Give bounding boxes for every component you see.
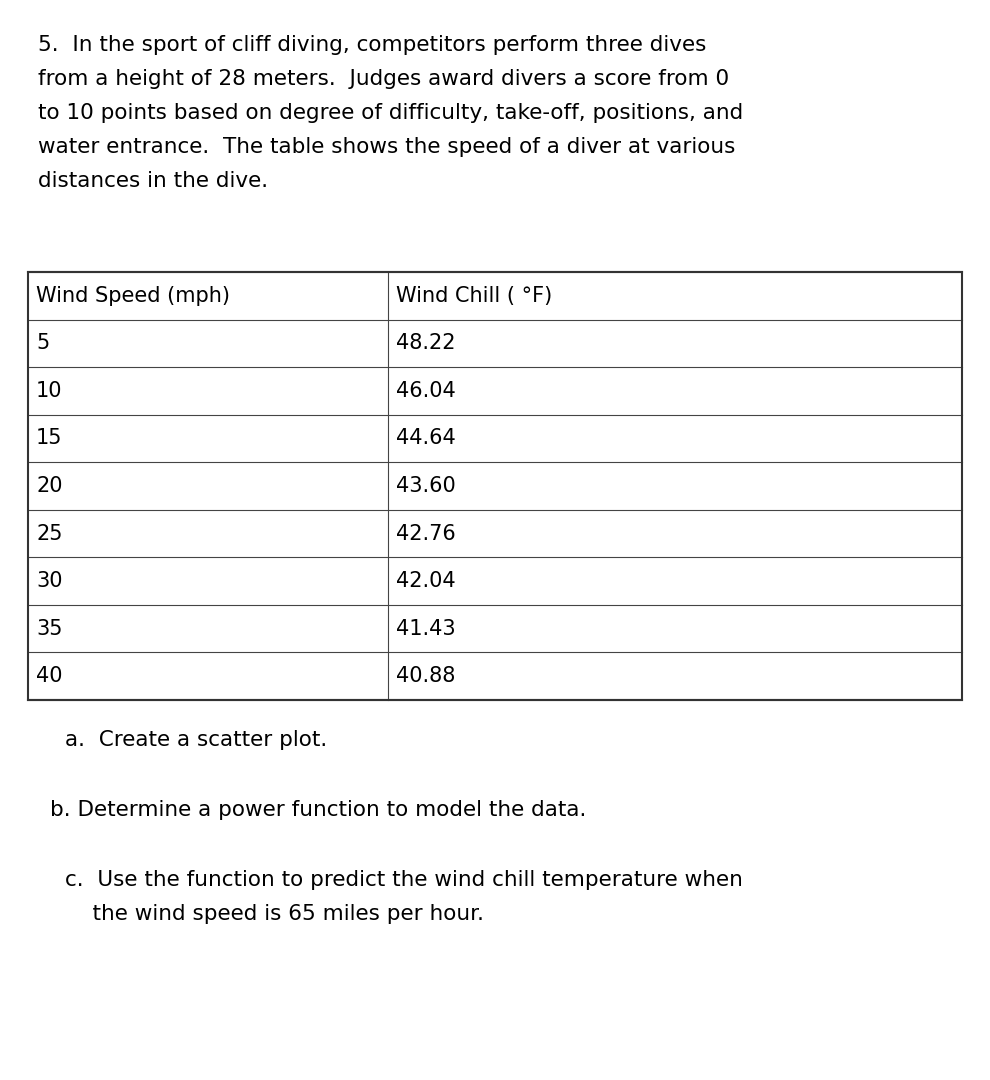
Text: water entrance.  The table shows the speed of a diver at various: water entrance. The table shows the spee… — [38, 137, 736, 157]
Text: 5.  In the sport of cliff diving, competitors perform three dives: 5. In the sport of cliff diving, competi… — [38, 35, 707, 55]
Text: 25: 25 — [36, 524, 62, 543]
Text: 30: 30 — [36, 571, 62, 591]
Text: 40.88: 40.88 — [396, 666, 455, 686]
Text: c.  Use the function to predict the wind chill temperature when: c. Use the function to predict the wind … — [65, 870, 742, 890]
Text: 44.64: 44.64 — [396, 429, 455, 448]
Text: b. Determine a power function to model the data.: b. Determine a power function to model t… — [50, 800, 586, 820]
Text: 20: 20 — [36, 476, 62, 496]
Text: 42.76: 42.76 — [396, 524, 455, 543]
Text: from a height of 28 meters.  Judges award divers a score from 0: from a height of 28 meters. Judges award… — [38, 69, 729, 89]
Text: to 10 points based on degree of difficulty, take-off, positions, and: to 10 points based on degree of difficul… — [38, 103, 743, 123]
Text: distances in the dive.: distances in the dive. — [38, 171, 268, 191]
Text: 40: 40 — [36, 666, 62, 686]
Text: Wind Chill ( °F): Wind Chill ( °F) — [396, 286, 551, 306]
Text: a.  Create a scatter plot.: a. Create a scatter plot. — [65, 730, 328, 750]
Text: the wind speed is 65 miles per hour.: the wind speed is 65 miles per hour. — [65, 904, 484, 924]
Text: 42.04: 42.04 — [396, 571, 455, 591]
Text: 48.22: 48.22 — [396, 334, 455, 353]
Text: 41.43: 41.43 — [396, 619, 455, 638]
Text: 43.60: 43.60 — [396, 476, 455, 496]
Text: 10: 10 — [36, 381, 62, 401]
Text: 15: 15 — [36, 429, 62, 448]
Text: Wind Speed (mph): Wind Speed (mph) — [36, 286, 230, 306]
Text: 5: 5 — [36, 334, 50, 353]
Text: 46.04: 46.04 — [396, 381, 455, 401]
Text: 35: 35 — [36, 619, 62, 638]
